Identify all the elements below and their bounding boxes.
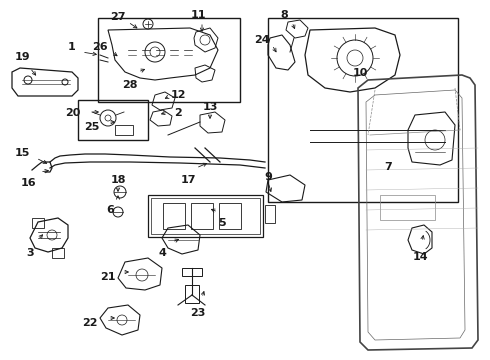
- Bar: [185, 285, 199, 303]
- Text: 13: 13: [202, 102, 218, 112]
- Bar: [151, 198, 260, 234]
- Text: 17: 17: [180, 175, 196, 185]
- Bar: [148, 195, 263, 237]
- Bar: [98, 18, 240, 102]
- Text: 22: 22: [82, 318, 98, 328]
- Bar: [182, 268, 202, 276]
- Bar: [191, 203, 213, 229]
- Text: 6: 6: [106, 205, 114, 215]
- Text: 15: 15: [14, 148, 30, 158]
- Text: 9: 9: [264, 172, 272, 182]
- Text: 18: 18: [110, 175, 126, 185]
- Bar: [219, 203, 241, 229]
- Bar: [78, 100, 148, 140]
- Text: 23: 23: [190, 308, 206, 318]
- Text: 19: 19: [14, 52, 30, 62]
- Text: 7: 7: [384, 162, 392, 172]
- Text: 2: 2: [174, 108, 182, 118]
- Text: 20: 20: [65, 108, 81, 118]
- Text: 21: 21: [100, 272, 116, 282]
- Text: 16: 16: [20, 178, 36, 188]
- Text: 14: 14: [412, 252, 428, 262]
- Bar: [52, 248, 64, 258]
- Bar: [268, 18, 458, 202]
- Bar: [115, 125, 133, 135]
- Text: 12: 12: [170, 90, 186, 100]
- Text: 4: 4: [158, 248, 166, 258]
- Text: 5: 5: [218, 218, 226, 228]
- Text: 3: 3: [26, 248, 34, 258]
- Text: 24: 24: [254, 35, 270, 45]
- Text: 8: 8: [280, 10, 288, 20]
- Text: 26: 26: [92, 42, 108, 52]
- Text: 28: 28: [122, 80, 138, 90]
- Bar: [265, 205, 275, 223]
- Bar: [380, 195, 435, 220]
- Text: 27: 27: [110, 12, 126, 22]
- Bar: [163, 203, 185, 229]
- Text: 25: 25: [84, 122, 99, 132]
- Text: 11: 11: [190, 10, 206, 20]
- Bar: [32, 218, 44, 228]
- Text: 1: 1: [68, 42, 76, 52]
- Text: 10: 10: [352, 68, 368, 78]
